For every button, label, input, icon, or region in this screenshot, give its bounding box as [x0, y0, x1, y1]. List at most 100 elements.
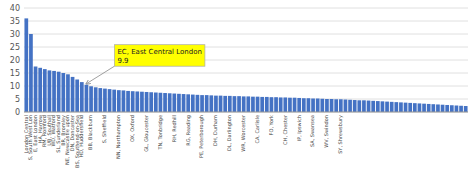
- bar: [168, 93, 172, 112]
- x-tick-label: CH, Chester: [282, 114, 288, 145]
- bar: [270, 97, 274, 112]
- grid-line: [24, 60, 468, 61]
- x-tick-label: WV, Swindon: [323, 115, 329, 148]
- bar: [34, 67, 38, 113]
- bar: [112, 90, 116, 112]
- bar: [140, 92, 144, 112]
- bar: [237, 96, 241, 112]
- bar: [339, 99, 343, 112]
- bar: [61, 73, 65, 112]
- bar: [196, 95, 200, 112]
- bar: [52, 71, 56, 112]
- x-tick-label: BB, Blackburn: [87, 115, 93, 150]
- bar: [94, 87, 98, 112]
- bar: [274, 97, 278, 112]
- x-tick-label: SA, Swansea: [309, 115, 315, 147]
- bar: [344, 100, 348, 112]
- x-tick-label: OX, Oxford: [129, 115, 135, 142]
- bar: [413, 103, 417, 112]
- bar: [320, 99, 324, 112]
- bar: [246, 96, 250, 112]
- y-tick-label: 20: [10, 56, 20, 65]
- bar: [149, 92, 153, 112]
- x-tick-label: DH, Durham: [212, 115, 218, 146]
- chart: 0510152025303540London CentralS, South W…: [0, 0, 474, 172]
- bar: [66, 74, 70, 112]
- annotation-box: [114, 45, 204, 66]
- grid-line: [24, 112, 468, 113]
- x-tick-label: RH, Redhill: [171, 115, 177, 142]
- grid-line: [24, 73, 468, 74]
- bar: [80, 82, 84, 112]
- grid-line: [24, 34, 468, 35]
- bar: [24, 18, 28, 112]
- bar: [390, 102, 394, 112]
- bar: [399, 102, 403, 112]
- grid-line: [24, 21, 468, 22]
- bar: [450, 105, 454, 112]
- bar: [381, 101, 385, 112]
- bar: [103, 89, 107, 112]
- bar: [57, 72, 61, 112]
- annotation-text: EC, East Central London9.9: [117, 48, 201, 64]
- bar: [48, 70, 52, 112]
- y-tick-label: 40: [10, 4, 20, 13]
- bar: [394, 102, 398, 112]
- bar: [228, 96, 232, 112]
- x-tick-label: DL, Darlington: [226, 115, 233, 151]
- bar: [288, 98, 292, 112]
- bar: [43, 69, 47, 112]
- bar: [256, 97, 260, 112]
- bar: [163, 93, 167, 112]
- bar: [182, 94, 186, 112]
- x-tick-label: CA, Carlisle: [254, 115, 260, 144]
- grid-line: [24, 47, 468, 48]
- bar: [348, 100, 352, 112]
- bar: [29, 34, 33, 112]
- bar: [307, 98, 311, 112]
- x-tick-label: GL, Gloucester: [143, 114, 149, 152]
- y-tick-label: 5: [15, 95, 20, 104]
- x-tick-label: S, Sheffield: [101, 115, 107, 143]
- bar: [418, 103, 422, 112]
- bar: [455, 106, 459, 113]
- y-tick-label: 10: [10, 82, 20, 91]
- bar: [297, 98, 301, 112]
- x-tick-label: RG, Reading: [185, 115, 192, 146]
- bar: [436, 104, 440, 112]
- annotation-line: EC, East Central London: [117, 48, 201, 56]
- bar: [219, 96, 223, 112]
- bar: [89, 86, 93, 112]
- bar: [371, 101, 375, 112]
- bar: [367, 101, 371, 112]
- bar: [408, 103, 412, 112]
- y-tick-label: 0: [15, 108, 20, 117]
- annotation: EC, East Central London9.9: [114, 45, 204, 66]
- x-tick-label: SY, Shrewsbury: [337, 115, 344, 154]
- bar: [302, 98, 306, 112]
- x-tick-label: IP, Ipswich: [296, 115, 303, 141]
- bar: [191, 95, 195, 112]
- bar: [293, 98, 297, 112]
- bar: [131, 91, 135, 112]
- bar: [145, 92, 149, 112]
- x-tick-label: NN, Northampton: [115, 115, 122, 159]
- bar: [445, 105, 449, 112]
- annotation-arrow: [86, 66, 114, 84]
- bar: [441, 105, 445, 112]
- bar: [75, 80, 79, 113]
- bar: [135, 91, 139, 112]
- y-tick-label: 30: [10, 30, 20, 39]
- bar: [283, 97, 287, 112]
- bar: [464, 106, 468, 112]
- bar: [38, 68, 42, 112]
- bar: [330, 99, 334, 112]
- bar: [108, 89, 112, 112]
- bar: [71, 77, 75, 112]
- bar: [316, 98, 320, 112]
- bar: [362, 100, 366, 112]
- bar: [404, 103, 408, 112]
- bar: [214, 96, 218, 112]
- bar: [376, 101, 380, 112]
- bar: [117, 90, 121, 112]
